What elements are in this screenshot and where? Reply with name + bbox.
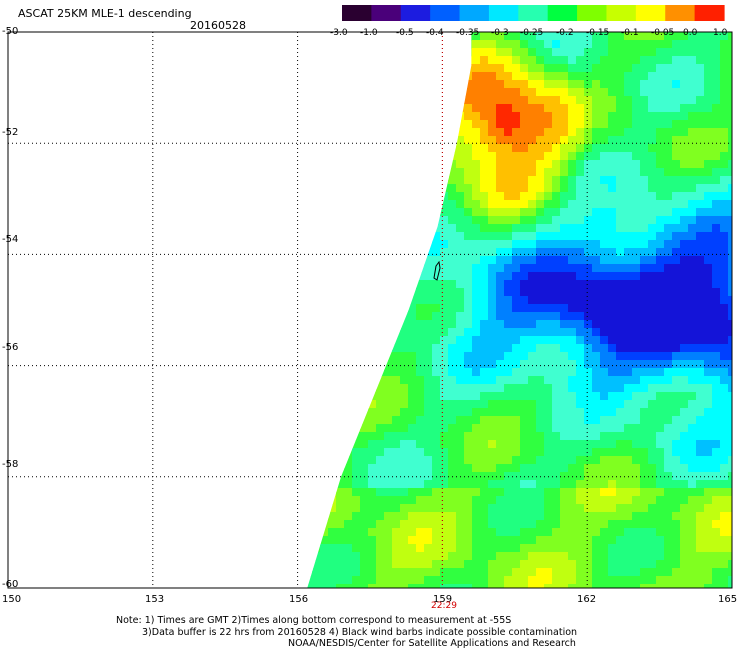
note-line-2: 3)Data buffer is 22 hrs from 20160528 4)… <box>142 627 578 638</box>
lon-label: 150 <box>2 594 22 605</box>
wind-barb <box>433 260 441 281</box>
colorbar-tick: -0.3 <box>491 28 509 38</box>
note-line-1: Note: 1) Times are GMT 2)Times along bot… <box>116 615 512 626</box>
time-label: 22:29 <box>431 601 457 611</box>
lat-label: -52 <box>2 127 19 138</box>
colorbar-tick: -1.0 <box>360 28 378 38</box>
colorbar-swatch <box>488 5 519 21</box>
colorbar-tick: -0.5 <box>396 28 414 38</box>
colorbar-swatch <box>371 5 402 21</box>
lat-label: -58 <box>2 459 19 470</box>
lon-label: 165 <box>718 594 738 605</box>
lat-label: -56 <box>2 342 19 353</box>
colorbar-tick: -0.4 <box>426 28 444 38</box>
colorbar-tick: -0.25 <box>520 28 544 38</box>
lat-label: -50 <box>2 26 19 37</box>
colorbar-swatch <box>577 5 608 21</box>
colorbar-swatch <box>665 5 696 21</box>
colorbar-swatch <box>400 5 431 21</box>
colorbar-tick: -3.0 <box>330 28 348 38</box>
lon-label: 159 <box>433 594 453 605</box>
lat-label: -54 <box>2 234 19 245</box>
colorbar-swatch <box>518 5 549 21</box>
chart-title: ASCAT 25KM MLE-1 descending <box>18 7 192 20</box>
colorbar-tick: -0.1 <box>621 28 639 38</box>
colorbar <box>342 5 725 21</box>
plot-frame <box>7 31 733 589</box>
lon-label: 153 <box>145 594 165 605</box>
colorbar-tick: 1.0 <box>713 28 728 38</box>
colorbar-tick: 0.0 <box>683 28 698 38</box>
colorbar-swatch <box>459 5 490 21</box>
colorbar-tick: -0.35 <box>456 28 480 38</box>
colorbar-swatch <box>342 5 372 21</box>
lat-label: -60 <box>2 579 19 590</box>
colorbar-swatch <box>547 5 578 21</box>
colorbar-swatch <box>635 5 666 21</box>
colorbar-tick: -0.05 <box>651 28 675 38</box>
note-line-3: NOAA/NESDIS/Center for Satellite Applica… <box>288 638 576 649</box>
colorbar-swatch <box>430 5 461 21</box>
colorbar-tick: -0.15 <box>586 28 610 38</box>
graticule <box>8 32 732 588</box>
chart-date: 20160528 <box>190 19 246 32</box>
lon-label: 162 <box>577 594 597 605</box>
colorbar-swatch <box>694 5 725 21</box>
colorbar-tick: -0.2 <box>556 28 574 38</box>
lon-label: 156 <box>289 594 309 605</box>
colorbar-swatch <box>606 5 637 21</box>
